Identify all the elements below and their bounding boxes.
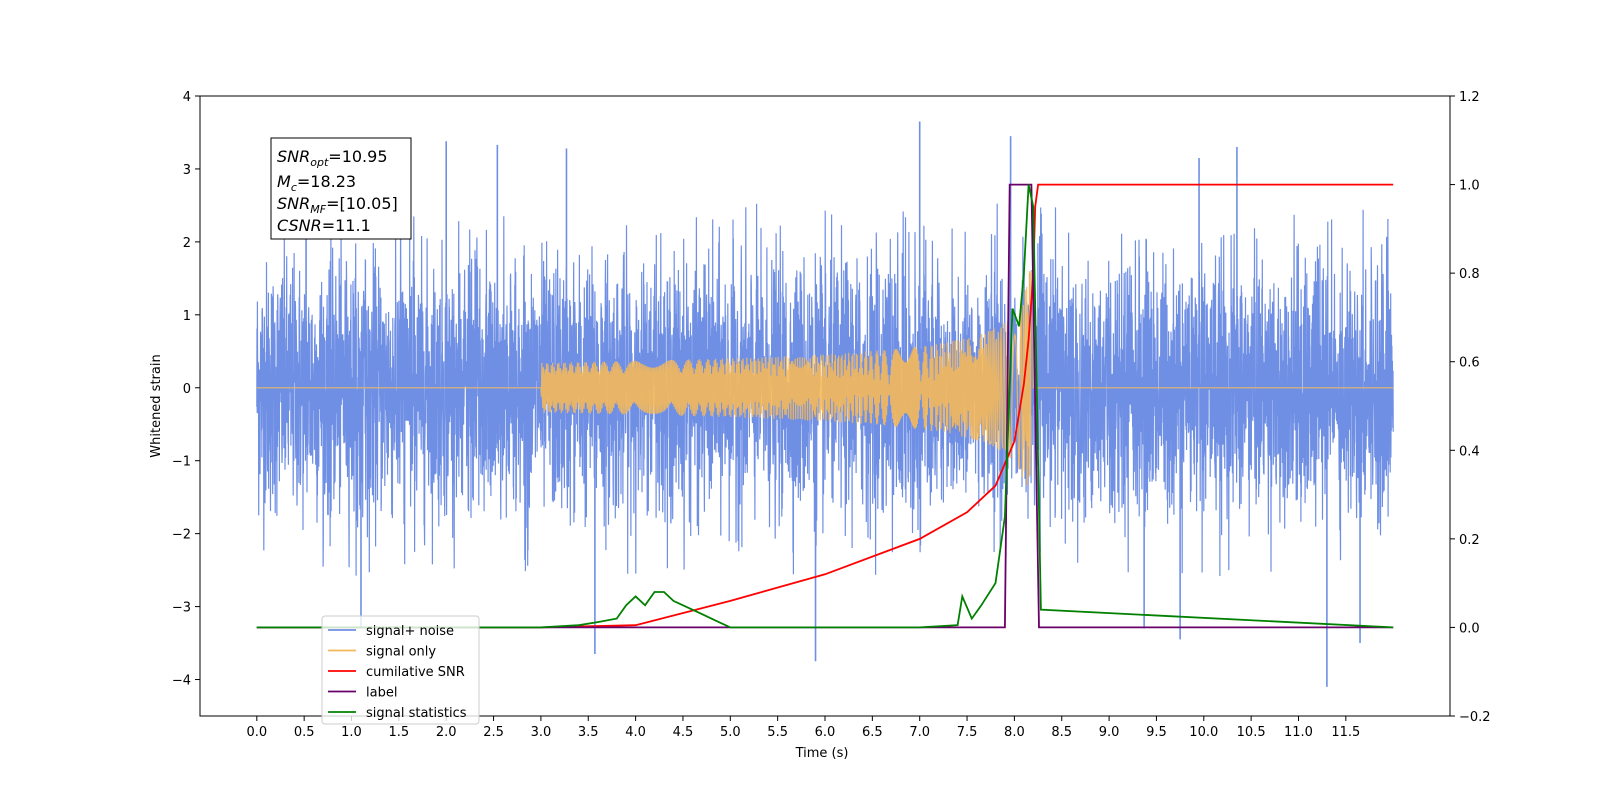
legend-entry-label: signal statistics [366,706,467,721]
y-right-tick-label: 0.4 [1459,444,1480,459]
x-tick-label: 0.0 [246,725,267,740]
y-left-tick-label: 0 [183,382,191,397]
legend-entry-label: signal+ noise [366,624,454,639]
y-right-tick-label: 0.0 [1459,621,1480,636]
y-left-axis-label: Whitened strain [149,354,164,457]
snr-mf-line: SNRMF=[10.05] [277,194,398,216]
annotation-frame [270,137,412,240]
y-left-tick-label: 3 [183,163,191,178]
x-tick-label: 3.0 [531,725,552,740]
y-right-tick-label: 0.2 [1459,533,1480,548]
mc-value: =18.23 [297,172,356,191]
legend-entry-label: label [366,686,397,701]
x-tick-label: 7.0 [909,725,930,740]
x-tick-label: 10.0 [1189,725,1218,740]
x-axis-ticks: 0.0 0.5 1.0 1.5 2.0 2.5 3.0 3.5 4.0 4.5 5.0 5.5 6.0 6… [246,716,1360,740]
legend: signal+ noise signal only cumilative SNR la… [321,615,480,725]
x-tick-label: 5.0 [720,725,741,740]
y-left-tick-label: −4 [172,674,191,689]
y-left-tick-label: 2 [183,236,191,251]
csnr-line: CSNR=11.1 [277,216,371,235]
x-tick-label: 8.0 [1004,725,1025,740]
signal-only-line [256,270,1394,486]
y-right-tick-label: −0.2 [1459,710,1491,725]
x-tick-label: 4.0 [625,725,646,740]
x-axis-label: Time (s) [795,746,849,761]
y-right-tick-label: 1.2 [1459,90,1480,105]
x-tick-label: 9.0 [1099,725,1120,740]
x-tick-label: 11.5 [1331,725,1360,740]
y-right-axis-ticks: −0.2 0.0 0.2 0.4 0.6 0.8 1.0 1.2 [1450,90,1491,725]
y-right-tick-label: 0.8 [1459,267,1480,282]
mc-line: Mc=18.23 [277,172,356,194]
snr-opt-value: =10.95 [328,147,387,166]
snr-opt-line: SNRopt=10.95 [277,147,388,169]
signal-only-series [256,270,1394,486]
y-left-tick-label: −1 [172,455,191,470]
plot-area [256,121,1394,687]
signal-statistics-series [256,184,1394,629]
snr-mf-value: =[10.05] [326,194,398,213]
signal-statistics-line [256,184,1394,629]
x-tick-label: 1.5 [389,725,410,740]
y-right-tick-label: 0.6 [1459,356,1480,371]
y-left-tick-label: −2 [172,528,191,543]
x-tick-label: 10.5 [1237,725,1266,740]
legend-entry-label: cumilative SNR [366,665,465,680]
legend-frame [321,615,480,725]
x-tick-label: 0.5 [294,725,315,740]
x-tick-label: 5.5 [767,725,788,740]
y-left-tick-label: −3 [172,601,191,616]
x-tick-label: 2.5 [483,725,504,740]
y-left-tick-label: 4 [183,90,191,105]
y-left-tick-label: 1 [183,309,191,324]
metrics-annotation-box: SNRopt=10.95 Mc=18.23 SNRMF=[10.05] CSNR… [270,137,412,240]
y-left-axis-ticks: −4 −3 −2 −1 0 1 2 3 4 [172,90,200,689]
x-tick-label: 1.0 [341,725,362,740]
x-tick-label: 11.0 [1284,725,1313,740]
legend-entry-label: signal only [366,645,436,660]
x-tick-label: 6.0 [815,725,836,740]
y-right-tick-label: 1.0 [1459,179,1480,194]
x-tick-label: 7.5 [957,725,978,740]
csnr-value: =11.1 [322,216,371,235]
x-tick-label: 9.5 [1146,725,1167,740]
x-tick-label: 6.5 [862,725,883,740]
x-tick-label: 3.5 [578,725,599,740]
x-tick-label: 2.0 [436,725,457,740]
x-tick-label: 4.5 [673,725,694,740]
x-tick-label: 8.5 [1051,725,1072,740]
